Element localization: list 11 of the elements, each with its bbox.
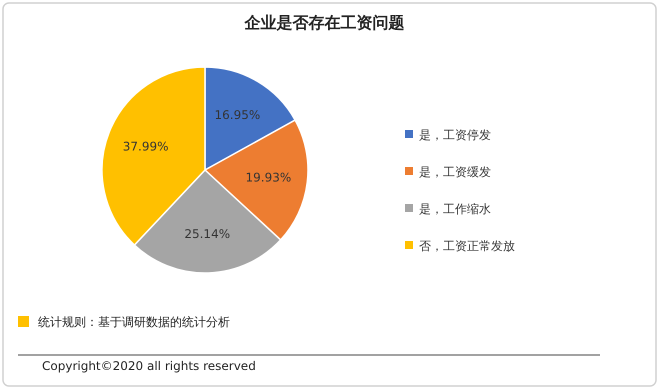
legend-label: 是，工作缩水: [419, 202, 491, 216]
legend-label: 是，工资停发: [419, 128, 491, 142]
data-label: 25.14%: [184, 226, 230, 241]
text: 统计规则：基于调研数据的统计分析: [38, 315, 230, 329]
data-label: 16.95%: [214, 108, 260, 122]
data-label: 37.99%: [122, 139, 169, 154]
text: Copyright©2020 all rights reserved: [42, 359, 256, 373]
legend-label: 是，工资缓发: [419, 165, 491, 179]
legend-label: 否，工资正常发放: [419, 239, 515, 253]
data-label: 19.93%: [246, 170, 292, 185]
chart-title: 企业是否存在工资问题: [244, 13, 404, 32]
